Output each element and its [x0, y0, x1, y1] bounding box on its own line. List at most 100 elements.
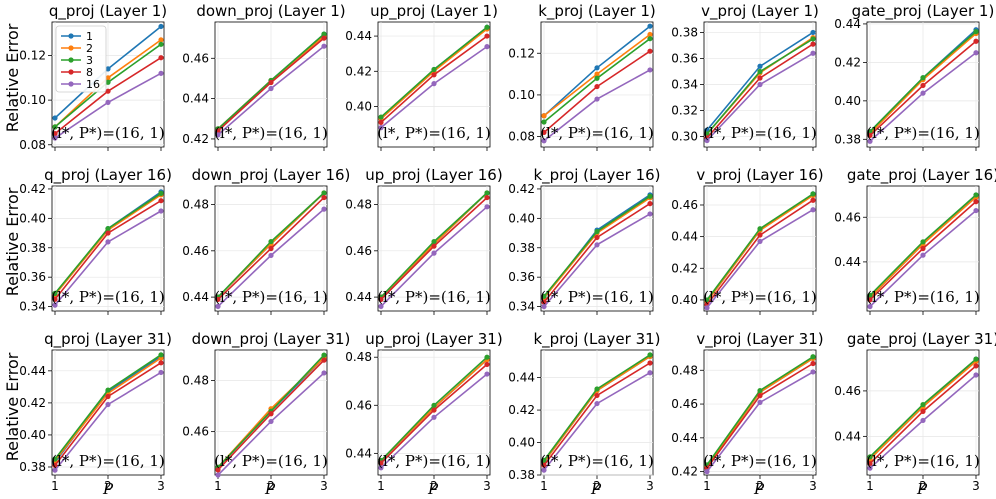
data-point-16 — [215, 303, 221, 309]
data-point-8 — [484, 33, 490, 39]
x-tick-label: 2 — [104, 479, 112, 493]
y-tick-label: 0.44 — [671, 431, 698, 445]
y-tick-label: 0.30 — [671, 130, 698, 144]
legend-swatch-marker-2 — [68, 45, 74, 51]
subplot-4: 0.08 0.10 0.12 (l*, P*)=(16, 1) k_proj (Laye… — [508, 2, 656, 151]
data-point-2 — [105, 75, 111, 81]
data-point-16 — [757, 399, 763, 405]
data-point-8 — [647, 48, 653, 54]
data-point-8 — [867, 297, 873, 303]
data-point-1 — [810, 29, 816, 36]
y-tick-label: 0.38 — [19, 241, 46, 255]
optimal-annotation: (l*, P*)=(16, 1) — [703, 124, 817, 142]
data-point-3 — [541, 119, 547, 125]
x-tick-label: 2 — [593, 479, 601, 493]
data-point-16 — [321, 43, 327, 49]
y-tick-label: 0.40 — [671, 293, 698, 307]
subplot-title: q_proj (Layer 31) — [44, 330, 172, 349]
x-tick-label: 3 — [809, 479, 817, 493]
y-tick-label: 0.44 — [345, 446, 372, 460]
x-axis-label-col-5: P — [753, 480, 765, 498]
data-point-16 — [378, 125, 384, 131]
legend-box — [55, 25, 107, 93]
subplot-title: gate_proj (Layer 1) — [852, 2, 995, 21]
optimal-annotation: (l*, P*)=(16, 1) — [51, 124, 165, 142]
data-point-16 — [215, 132, 221, 138]
data-point-16 — [810, 50, 816, 56]
data-point-16 — [867, 303, 873, 310]
data-point-8 — [594, 83, 600, 90]
data-point-8 — [810, 197, 816, 203]
y-tick-label: 0.46 — [345, 398, 372, 412]
y-tick-label: 0.12 — [508, 46, 535, 60]
data-point-16 — [484, 204, 490, 210]
data-point-8 — [867, 461, 873, 467]
y-tick-label: 0.48 — [671, 363, 698, 377]
data-point-8 — [158, 360, 164, 366]
data-point-16 — [52, 302, 58, 308]
legend-label-16: 16 — [86, 78, 100, 91]
data-point-8 — [594, 392, 600, 399]
data-point-8 — [268, 79, 274, 86]
data-point-16 — [920, 90, 926, 96]
data-point-16 — [268, 418, 274, 425]
subplot-title: down_proj (Layer 16) — [192, 166, 351, 185]
data-point-3 — [484, 24, 490, 30]
legend-label-3: 3 — [86, 54, 93, 67]
data-point-16 — [158, 208, 164, 214]
data-point-2 — [541, 113, 547, 119]
data-point-16 — [52, 467, 58, 473]
data-point-8 — [541, 462, 547, 468]
data-point-8 — [973, 199, 979, 205]
x-tick-label: 1 — [703, 479, 711, 493]
y-tick-label: 0.42 — [182, 132, 209, 146]
legend-label-2: 2 — [86, 42, 93, 55]
data-point-3 — [647, 352, 653, 358]
data-point-16 — [541, 303, 547, 310]
data-point-8 — [52, 296, 58, 302]
data-point-3 — [920, 75, 926, 81]
x-tick-label: 2 — [919, 479, 927, 493]
subplot-title: q_proj (Layer 1) — [49, 2, 167, 21]
y-tick-label: 0.42 — [508, 403, 535, 417]
y-tick-label: 0.44 — [345, 290, 372, 304]
data-point-8 — [105, 88, 111, 94]
data-point-16 — [52, 135, 58, 141]
data-point-3 — [431, 402, 437, 408]
data-point-16 — [431, 250, 437, 256]
y-tick-label: 0.44 — [182, 92, 209, 106]
optimal-annotation: (l*, P*)=(16, 1) — [703, 452, 817, 470]
subplot-title: up_proj (Layer 31) — [365, 330, 502, 349]
y-tick-label: 0.40 — [19, 428, 46, 442]
data-point-3 — [867, 129, 873, 135]
subplot-10: 0.34 0.36 0.38 0.40 0.42 (l*, P*)=(16, 1) k_pr… — [508, 166, 661, 315]
data-point-3 — [105, 79, 111, 85]
data-point-8 — [484, 194, 490, 201]
y-tick-label: 0.44 — [345, 29, 372, 43]
subplot-title: k_proj (Layer 1) — [538, 2, 656, 21]
data-point-16 — [810, 369, 816, 375]
data-point-8 — [541, 129, 547, 136]
data-point-8 — [321, 357, 327, 363]
x-tick-label: 3 — [972, 479, 980, 493]
data-point-16 — [973, 207, 979, 214]
subplot-title: up_proj (Layer 16) — [365, 166, 502, 185]
data-point-16 — [105, 239, 111, 245]
y-tick-label: 0.46 — [834, 384, 861, 398]
x-tick-label: 2 — [267, 479, 275, 493]
subplot-title: down_proj (Layer 31) — [192, 330, 351, 349]
y-tick-label: 0.42 — [19, 396, 46, 410]
optimal-annotation: (l*, P*)=(16, 1) — [540, 288, 654, 306]
data-point-16 — [431, 81, 437, 87]
x-tick-label: 3 — [483, 479, 491, 493]
data-point-8 — [757, 393, 763, 399]
data-point-3 — [52, 456, 58, 462]
data-point-8 — [920, 245, 926, 252]
y-tick-label: 0.46 — [182, 244, 209, 258]
data-point-3 — [431, 66, 437, 73]
data-point-8 — [541, 299, 547, 305]
optimal-annotation: (l*, P*)=(16, 1) — [214, 124, 328, 142]
data-point-16 — [268, 85, 274, 92]
